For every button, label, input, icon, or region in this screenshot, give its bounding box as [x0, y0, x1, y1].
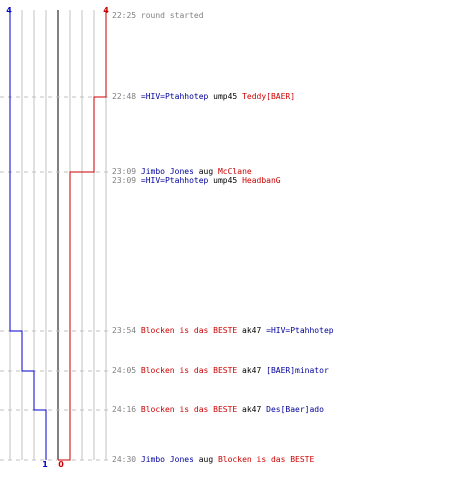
weapon-name: ak47 [237, 405, 267, 414]
kill-event: 23:54 Blocken is das BESTE ak47 =HIV=Pta… [112, 326, 334, 336]
event-time: 23:54 [112, 326, 141, 335]
killer-name: Blocken is das BESTE [140, 366, 238, 375]
event-time: 22:48 [112, 92, 141, 101]
red-start-count: 4 [103, 6, 109, 15]
victim-name: Des[Baer]ado [266, 405, 324, 414]
event-time: 24:05 [112, 366, 141, 375]
killer-name: =HIV=Ptahhotep [140, 176, 209, 185]
kill-event: 24:16 Blocken is das BESTE ak47 Des[Baer… [112, 405, 324, 415]
weapon-name: ump45 [208, 92, 243, 101]
event-message: round started [140, 11, 204, 20]
weapon-name: aug [193, 167, 218, 176]
victim-name: =HIV=Ptahhotep [266, 326, 334, 335]
event-time: 22:25 [112, 11, 141, 20]
killer-name: Blocken is das BESTE [140, 405, 238, 414]
kill-event: 23:09 Jimbo Jones aug McClane [112, 167, 252, 177]
victim-name: Blocken is das BESTE [217, 455, 315, 464]
victim-name: [BAER]minator [266, 366, 329, 375]
killer-name: Blocken is das BESTE [140, 326, 238, 335]
red-end-count: 0 [58, 460, 64, 469]
weapon-name: ump45 [208, 176, 243, 185]
player-grid [9, 10, 107, 460]
kill-event: 24:05 Blocken is das BESTE ak47 [BAER]mi… [112, 366, 329, 376]
kill-event: 22:48 =HIV=Ptahhotep ump45 Teddy[BAER] [112, 92, 295, 102]
victim-name: HeadbanG [242, 176, 281, 185]
blue-start-count: 4 [6, 6, 12, 15]
kill-event: 24:30 Jimbo Jones aug Blocken is das BES… [112, 455, 314, 465]
event-time: 24:30 [112, 455, 141, 464]
victim-name: McClane [217, 167, 252, 176]
event-time: 23:09 [112, 176, 141, 185]
weapon-name: ak47 [237, 366, 267, 375]
round-start-event: 22:25 round started [112, 11, 204, 21]
event-time: 24:16 [112, 405, 141, 414]
killer-name: =HIV=Ptahhotep [140, 92, 209, 101]
kill-event: 23:09 =HIV=Ptahhotep ump45 HeadbanG [112, 176, 281, 186]
red-team-alive-line [58, 10, 107, 461]
weapon-name: ak47 [237, 326, 267, 335]
killer-name: Jimbo Jones [140, 455, 194, 464]
victim-name: Teddy[BAER] [242, 92, 296, 101]
blue-team-alive-line [9, 10, 47, 460]
event-time: 23:09 [112, 167, 141, 176]
blue-end-count: 1 [42, 460, 48, 469]
weapon-name: aug [193, 455, 218, 464]
killer-name: Jimbo Jones [140, 167, 194, 176]
